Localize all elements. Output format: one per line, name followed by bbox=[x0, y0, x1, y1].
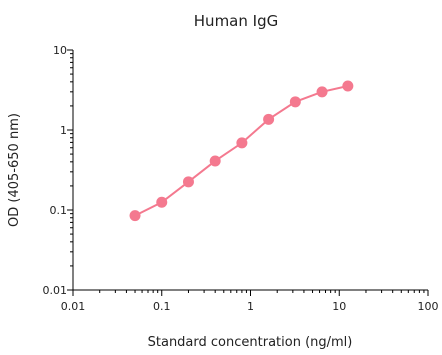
data-point bbox=[129, 210, 141, 222]
y-axis-label: OD (405-650 nm) bbox=[7, 113, 22, 227]
y-tick-label: 1 bbox=[60, 124, 67, 137]
x-tick-label: 100 bbox=[418, 300, 439, 313]
y-tick-label: 10 bbox=[53, 44, 67, 57]
y-tick-label: 0.01 bbox=[43, 284, 68, 297]
data-point bbox=[289, 96, 301, 108]
x-tick-label: 0.01 bbox=[61, 300, 86, 313]
data-point bbox=[342, 80, 354, 92]
x-tick-label: 1 bbox=[247, 300, 254, 313]
data-point bbox=[263, 113, 275, 125]
data-point bbox=[316, 86, 328, 98]
data-point bbox=[209, 155, 221, 167]
data-point bbox=[156, 196, 168, 208]
chart-title: Human IgG bbox=[194, 12, 278, 30]
series-layer bbox=[129, 80, 354, 222]
x-tick-label: 0.1 bbox=[153, 300, 171, 313]
axes: 0.01 0.1 1 10 100 0.01 0.1 1 10 bbox=[43, 44, 439, 313]
x-tick-label: 10 bbox=[332, 300, 346, 313]
x-axis-label: Standard concentration (ng/ml) bbox=[148, 335, 353, 350]
data-point bbox=[236, 137, 248, 149]
series-line bbox=[134, 85, 349, 217]
y-tick-label: 0.1 bbox=[50, 204, 68, 217]
data-point bbox=[182, 176, 194, 188]
